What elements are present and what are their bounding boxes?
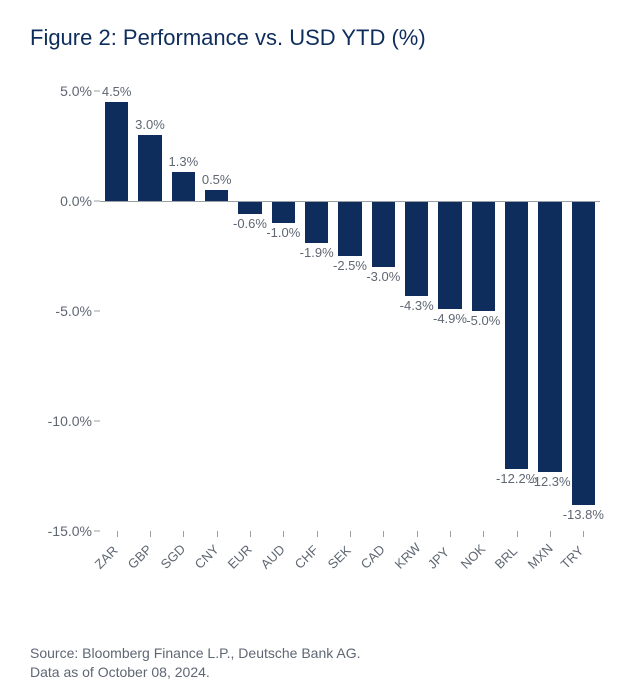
bar (572, 201, 595, 505)
bars-area: 4.5%ZAR3.0%GBP1.3%SGD0.5%CNY-0.6%EUR-1.0… (100, 81, 600, 581)
bar-slot: 0.5%CNY (200, 81, 233, 581)
x-tick-mark (483, 531, 484, 537)
bar-value-label: -2.5% (333, 258, 367, 273)
bar-slot: -0.6%EUR (233, 81, 266, 581)
x-tick-mark (383, 531, 384, 537)
bar-slot: -3.0%CAD (367, 81, 400, 581)
x-tick-mark (517, 531, 518, 537)
bar-value-label: -4.9% (433, 311, 467, 326)
bar-slot: 4.5%ZAR (100, 81, 133, 581)
x-tick-mark (450, 531, 451, 537)
x-tick-mark (217, 531, 218, 537)
bar (438, 201, 461, 309)
bar-value-label: -0.6% (233, 216, 267, 231)
x-tick-mark (550, 531, 551, 537)
x-tick-mark (350, 531, 351, 537)
y-tick-label: 5.0% (60, 83, 92, 99)
bar (105, 102, 128, 201)
source-note: Source: Bloomberg Finance L.P., Deutsche… (30, 644, 360, 682)
bar (205, 190, 228, 201)
bar (138, 135, 161, 201)
bar-value-label: -3.0% (366, 269, 400, 284)
y-axis: 5.0% 0.0% -5.0% -10.0% -15.0% (40, 81, 100, 581)
bar-value-label: -5.0% (466, 313, 500, 328)
bar (405, 201, 428, 296)
zero-line (100, 201, 600, 202)
bar-slot: -1.0%AUD (267, 81, 300, 581)
bar-slot: 1.3%SGD (167, 81, 200, 581)
bar (238, 201, 261, 214)
x-tick-mark (317, 531, 318, 537)
bar-slot: -4.3%KRW (400, 81, 433, 581)
bar-slot: -12.3%MXN (533, 81, 566, 581)
x-tick-mark (583, 531, 584, 537)
bar-value-label: -1.0% (266, 225, 300, 240)
x-tick-mark (283, 531, 284, 537)
bar (472, 201, 495, 311)
bar-slot: -2.5%SEK (333, 81, 366, 581)
chart-title: Figure 2: Performance vs. USD YTD (%) (30, 25, 600, 51)
bar-value-label: -4.3% (400, 298, 434, 313)
bar-value-label: -12.3% (529, 474, 570, 489)
bar-slot: -12.2%BRL (500, 81, 533, 581)
x-tick-mark (417, 531, 418, 537)
x-tick-mark (183, 531, 184, 537)
chart-container: Figure 2: Performance vs. USD YTD (%) 5.… (0, 0, 630, 700)
bar-slot: -5.0%NOK (467, 81, 500, 581)
x-tick-mark (150, 531, 151, 537)
bar-slot: -13.8%TRY (567, 81, 600, 581)
bar (505, 201, 528, 469)
bar-value-label: 4.5% (102, 84, 132, 99)
bar-value-label: -1.9% (300, 245, 334, 260)
bar (305, 201, 328, 243)
bar-value-label: 0.5% (202, 172, 232, 187)
plot-area: 5.0% 0.0% -5.0% -10.0% -15.0% 4.5%ZAR3.0%GBP… (40, 81, 600, 581)
bar (338, 201, 361, 256)
bar (372, 201, 395, 267)
bar-slot: -1.9%CHF (300, 81, 333, 581)
bar-slot: 3.0%GBP (133, 81, 166, 581)
bar-value-label: 3.0% (135, 117, 165, 132)
bar (538, 201, 561, 472)
bar-value-label: -13.8% (563, 507, 604, 522)
bar-slot: -4.9%JPY (433, 81, 466, 581)
bar (272, 201, 295, 223)
x-tick-mark (250, 531, 251, 537)
source-line-2: Data as of October 08, 2024. (30, 664, 210, 680)
y-tick-label: 0.0% (60, 193, 92, 209)
x-tick-mark (117, 531, 118, 537)
bar-value-label: 1.3% (168, 154, 198, 169)
y-tick-label: -10.0% (48, 413, 92, 429)
y-tick-label: -5.0% (55, 303, 92, 319)
source-line-1: Source: Bloomberg Finance L.P., Deutsche… (30, 645, 360, 661)
bar (172, 172, 195, 201)
y-tick-label: -15.0% (48, 523, 92, 539)
